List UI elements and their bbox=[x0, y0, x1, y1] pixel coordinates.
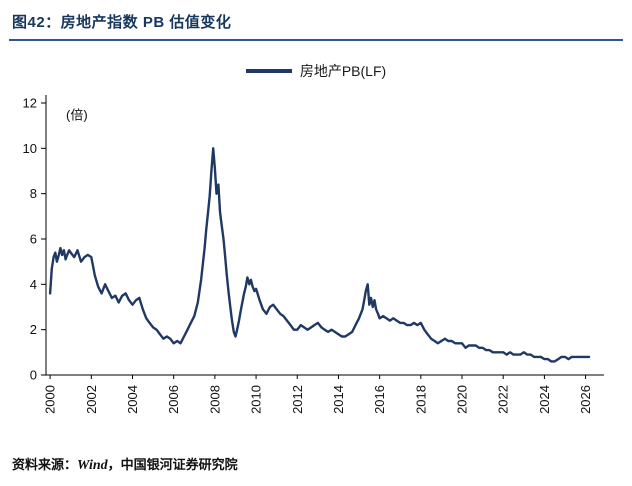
chart-legend: 房地产PB(LF) bbox=[0, 61, 632, 81]
svg-text:2004: 2004 bbox=[125, 385, 140, 414]
svg-text:2: 2 bbox=[30, 322, 37, 337]
source-prefix: 资料来源： bbox=[12, 457, 78, 472]
series bbox=[48, 147, 591, 363]
svg-text:2000: 2000 bbox=[43, 385, 58, 414]
svg-text:2024: 2024 bbox=[537, 385, 552, 414]
svg-text:4: 4 bbox=[30, 277, 37, 292]
y-unit-label: (倍) bbox=[66, 107, 88, 122]
chart-area: 0 2 4 6 8 10 12 2000 2002 2004 2006 2008 2010 2012 201… bbox=[0, 87, 632, 438]
svg-text:2008: 2008 bbox=[207, 385, 222, 414]
svg-text:10: 10 bbox=[23, 141, 37, 156]
svg-text:2010: 2010 bbox=[249, 385, 264, 414]
svg-text:2006: 2006 bbox=[166, 385, 181, 414]
svg-text:0: 0 bbox=[30, 368, 37, 383]
figure-header: 图42：房地产指数 PB 估值变化 bbox=[9, 0, 623, 41]
source-note: 资料来源：Wind，中国银河证券研究院 bbox=[0, 446, 632, 486]
pb-line bbox=[48, 147, 591, 363]
pb-line-chart: 0 2 4 6 8 10 12 2000 2002 2004 2006 2008 2010 2012 201… bbox=[23, 95, 604, 414]
svg-text:2014: 2014 bbox=[331, 385, 346, 414]
svg-text:12: 12 bbox=[23, 96, 37, 111]
source-name: Wind bbox=[77, 458, 108, 473]
svg-text:2002: 2002 bbox=[84, 385, 99, 414]
legend-label: 房地产PB(LF) bbox=[299, 63, 387, 79]
svg-text:2016: 2016 bbox=[372, 385, 387, 414]
figure-title: 图42：房地产指数 PB 估值变化 bbox=[12, 14, 232, 31]
axes bbox=[41, 95, 604, 379]
legend-line-swatch bbox=[245, 69, 292, 73]
svg-text:6: 6 bbox=[30, 232, 37, 247]
svg-text:2018: 2018 bbox=[413, 385, 428, 414]
tick-labels: 0 2 4 6 8 10 12 2000 2002 2004 2006 2008 2010 2012 201… bbox=[23, 96, 594, 414]
source-suffix: ，中国银河证券研究院 bbox=[107, 457, 238, 472]
svg-text:2012: 2012 bbox=[290, 385, 305, 414]
svg-text:2026: 2026 bbox=[578, 385, 593, 414]
svg-text:2022: 2022 bbox=[496, 385, 511, 414]
svg-text:2020: 2020 bbox=[455, 385, 470, 414]
svg-text:8: 8 bbox=[30, 186, 37, 201]
